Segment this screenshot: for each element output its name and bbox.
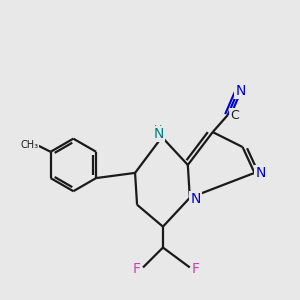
Text: H: H [154, 124, 162, 135]
Text: N: N [255, 166, 266, 180]
Text: N: N [236, 84, 246, 98]
Text: C: C [230, 109, 239, 122]
Text: CH₃: CH₃ [20, 140, 38, 150]
Text: N: N [154, 127, 164, 141]
Text: F: F [192, 262, 200, 276]
Text: F: F [133, 262, 141, 276]
Text: N: N [190, 192, 201, 206]
